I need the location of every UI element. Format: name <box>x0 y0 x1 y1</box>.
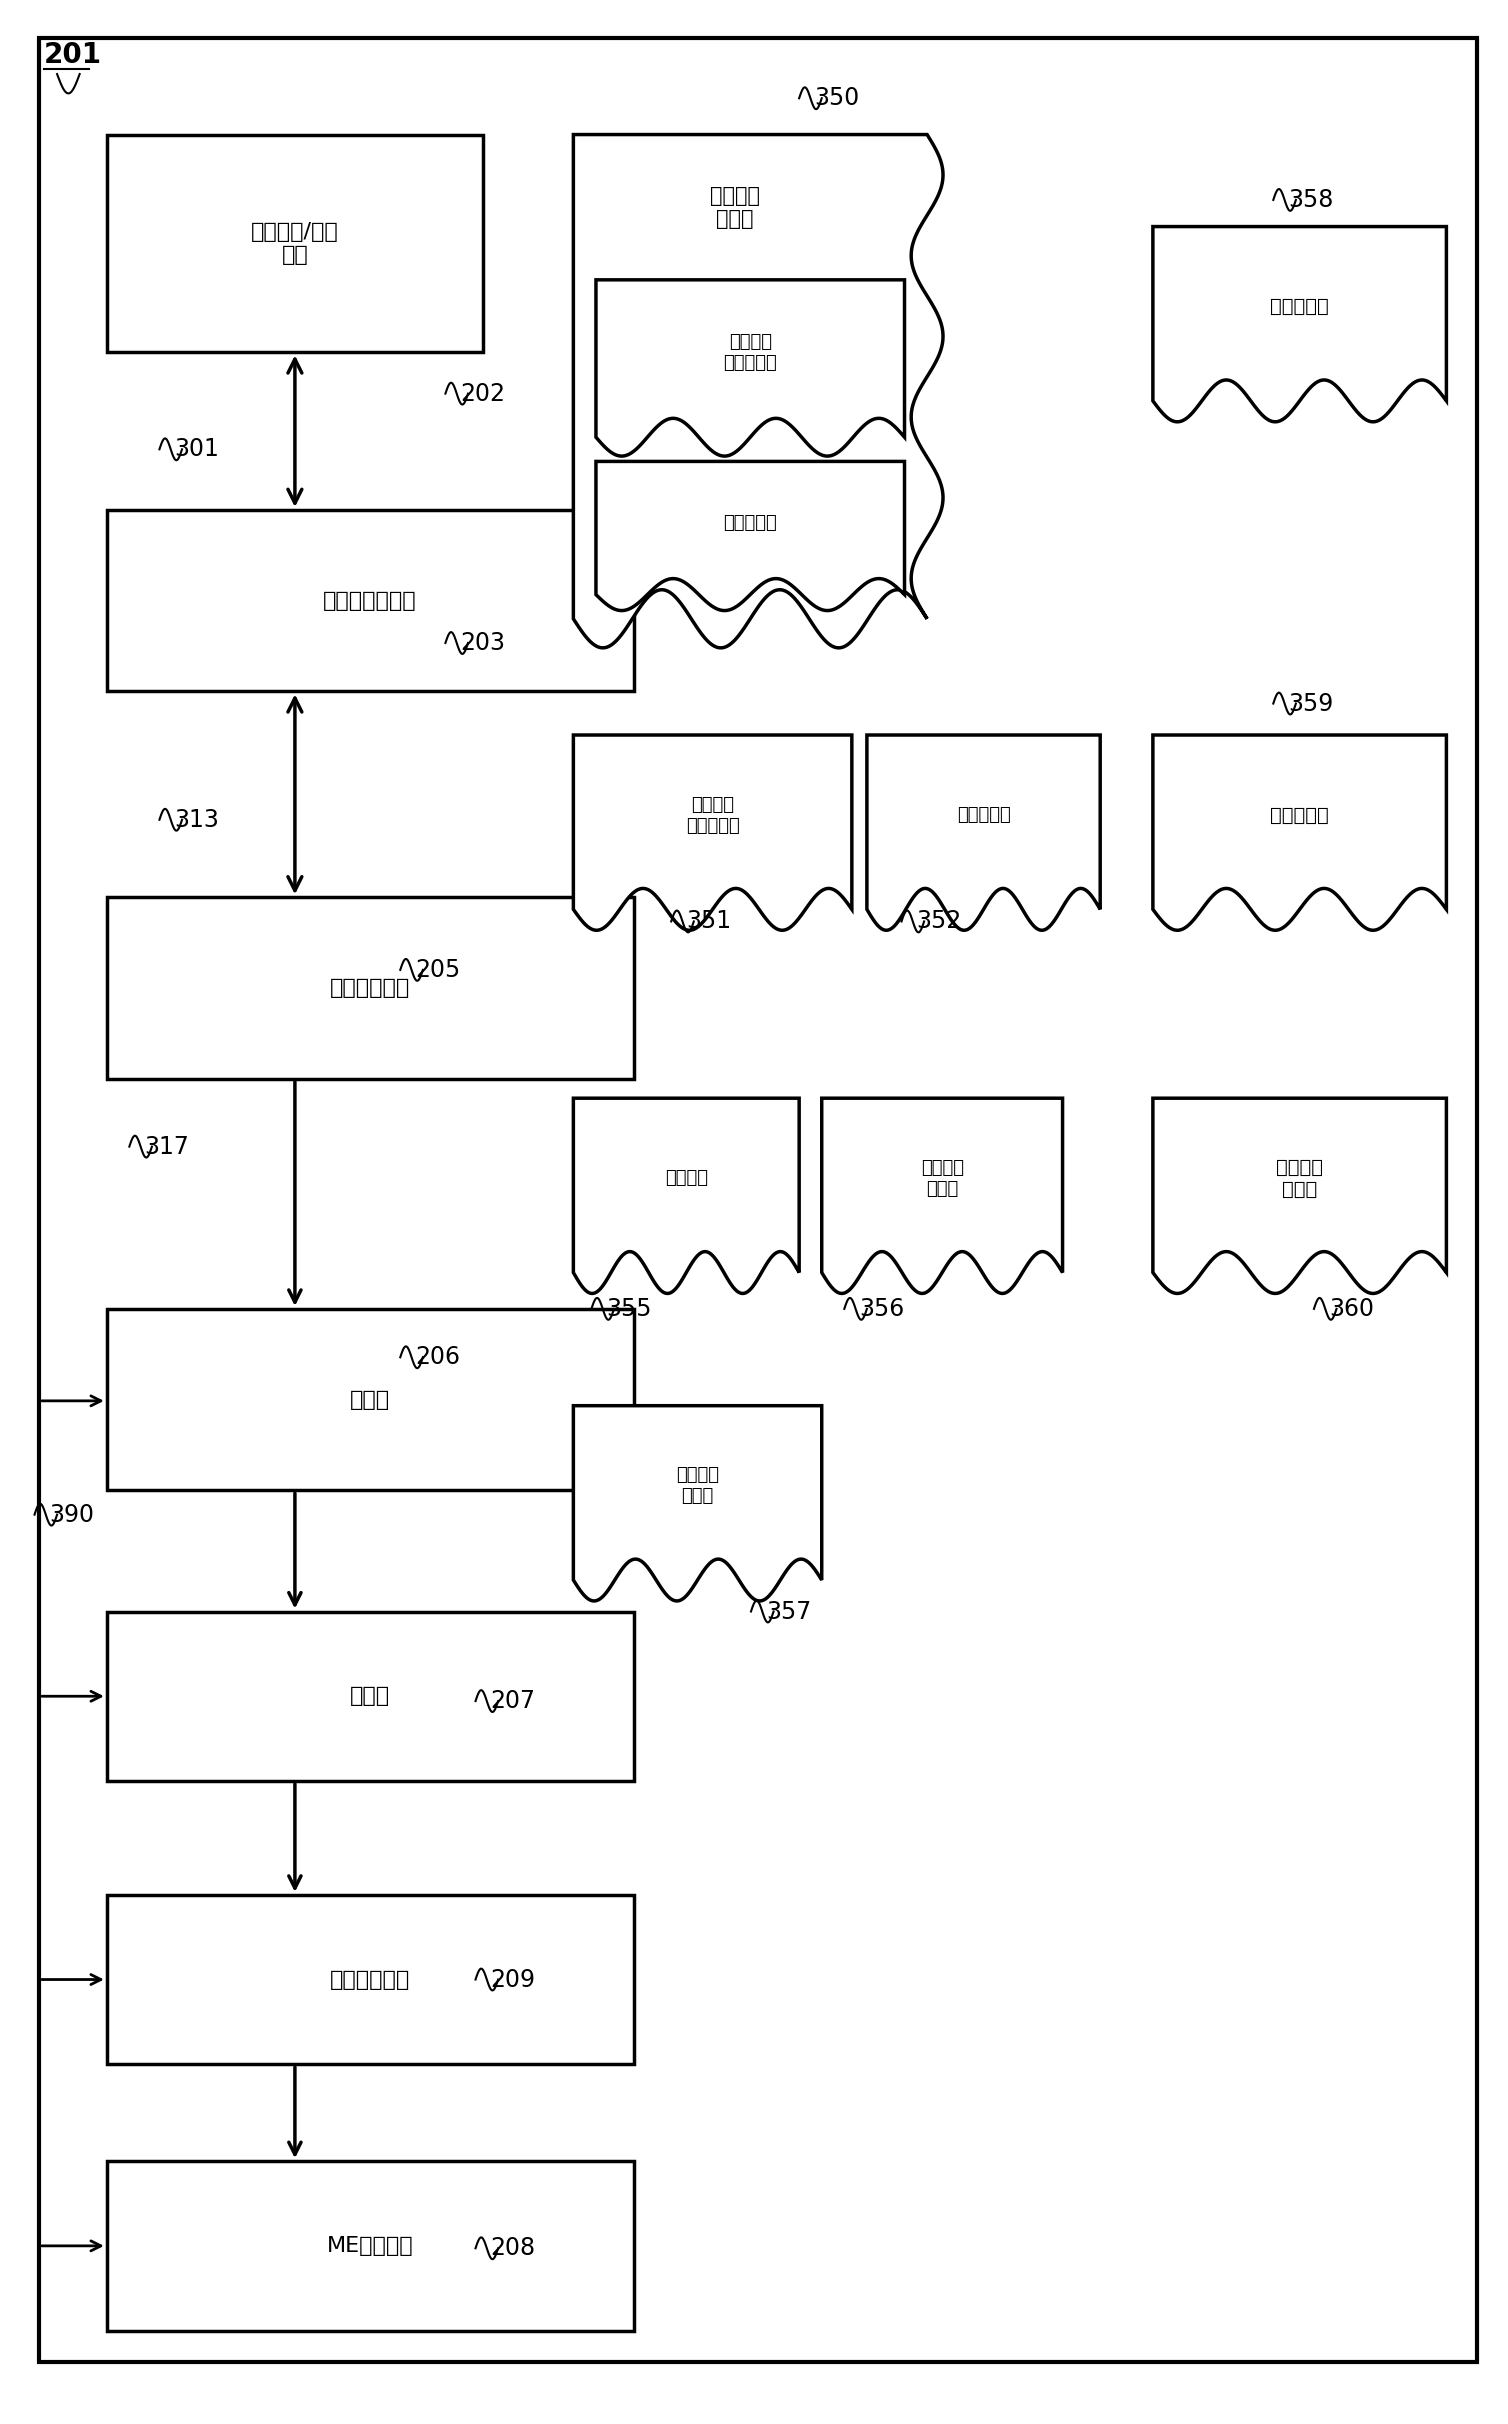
Text: 207: 207 <box>490 1690 535 1714</box>
FancyBboxPatch shape <box>107 1612 633 1782</box>
FancyBboxPatch shape <box>107 1896 633 2065</box>
Text: 发送数据流: 发送数据流 <box>1270 805 1329 824</box>
Text: 203: 203 <box>460 630 505 654</box>
Text: 208: 208 <box>490 2237 535 2259</box>
PathPatch shape <box>1154 734 1446 931</box>
Text: 317: 317 <box>145 1134 190 1159</box>
Text: 313: 313 <box>175 807 219 831</box>
Text: 装置控制
指示数据流: 装置控制 指示数据流 <box>686 795 739 834</box>
Text: 301: 301 <box>175 436 219 461</box>
Text: 绘图数据流: 绘图数据流 <box>956 807 1010 824</box>
Text: 358: 358 <box>1288 189 1333 211</box>
Text: 图像处理模块: 图像处理模块 <box>330 1971 410 1990</box>
Text: 356: 356 <box>860 1297 905 1321</box>
Text: 处理请求
数据流: 处理请求 数据流 <box>710 187 760 228</box>
Text: 355: 355 <box>606 1297 651 1321</box>
Text: 350: 350 <box>814 87 860 109</box>
Text: 渲染器: 渲染器 <box>350 1687 391 1706</box>
Text: 显示列表: 显示列表 <box>665 1168 707 1188</box>
Text: 360: 360 <box>1329 1297 1374 1321</box>
Text: 209: 209 <box>490 1968 535 1993</box>
Text: 最终图像
数据流: 最终图像 数据流 <box>676 1467 719 1505</box>
Text: 202: 202 <box>460 381 505 405</box>
FancyBboxPatch shape <box>107 1309 633 1491</box>
PathPatch shape <box>573 136 942 647</box>
PathPatch shape <box>1154 1098 1446 1294</box>
PathPatch shape <box>867 734 1101 931</box>
Text: 359: 359 <box>1288 691 1333 715</box>
Text: 390: 390 <box>50 1503 95 1527</box>
PathPatch shape <box>596 279 905 456</box>
Text: 作业控制模块: 作业控制模块 <box>330 977 410 999</box>
Text: 翻译器: 翻译器 <box>350 1389 391 1411</box>
Text: 205: 205 <box>415 957 460 982</box>
Text: 中间图像
数据流: 中间图像 数据流 <box>921 1159 964 1197</box>
FancyBboxPatch shape <box>39 39 1476 2361</box>
PathPatch shape <box>573 1406 822 1600</box>
Text: 绘图数据流: 绘图数据流 <box>724 514 777 531</box>
Text: 装置控制
指示数据流: 装置控制 指示数据流 <box>724 332 777 371</box>
Text: 嵌入式应用程序: 嵌入式应用程序 <box>323 591 418 611</box>
Text: 206: 206 <box>415 1345 460 1370</box>
Text: ME控制模块: ME控制模块 <box>327 2235 413 2257</box>
Text: 357: 357 <box>766 1600 811 1624</box>
Text: 351: 351 <box>686 909 731 933</box>
FancyBboxPatch shape <box>107 136 483 351</box>
PathPatch shape <box>1154 225 1446 422</box>
FancyBboxPatch shape <box>107 509 633 691</box>
PathPatch shape <box>573 1098 799 1294</box>
Text: 数据发送/接收
模块: 数据发送/接收 模块 <box>250 223 339 264</box>
PathPatch shape <box>573 734 852 931</box>
Text: 发送数据流: 发送数据流 <box>1270 298 1329 315</box>
Text: 201: 201 <box>44 41 101 68</box>
FancyBboxPatch shape <box>107 2162 633 2329</box>
Text: 352: 352 <box>917 909 962 933</box>
Text: 扫描图像
数据流: 扫描图像 数据流 <box>1276 1159 1323 1200</box>
FancyBboxPatch shape <box>107 897 633 1079</box>
PathPatch shape <box>822 1098 1063 1294</box>
PathPatch shape <box>596 461 905 611</box>
